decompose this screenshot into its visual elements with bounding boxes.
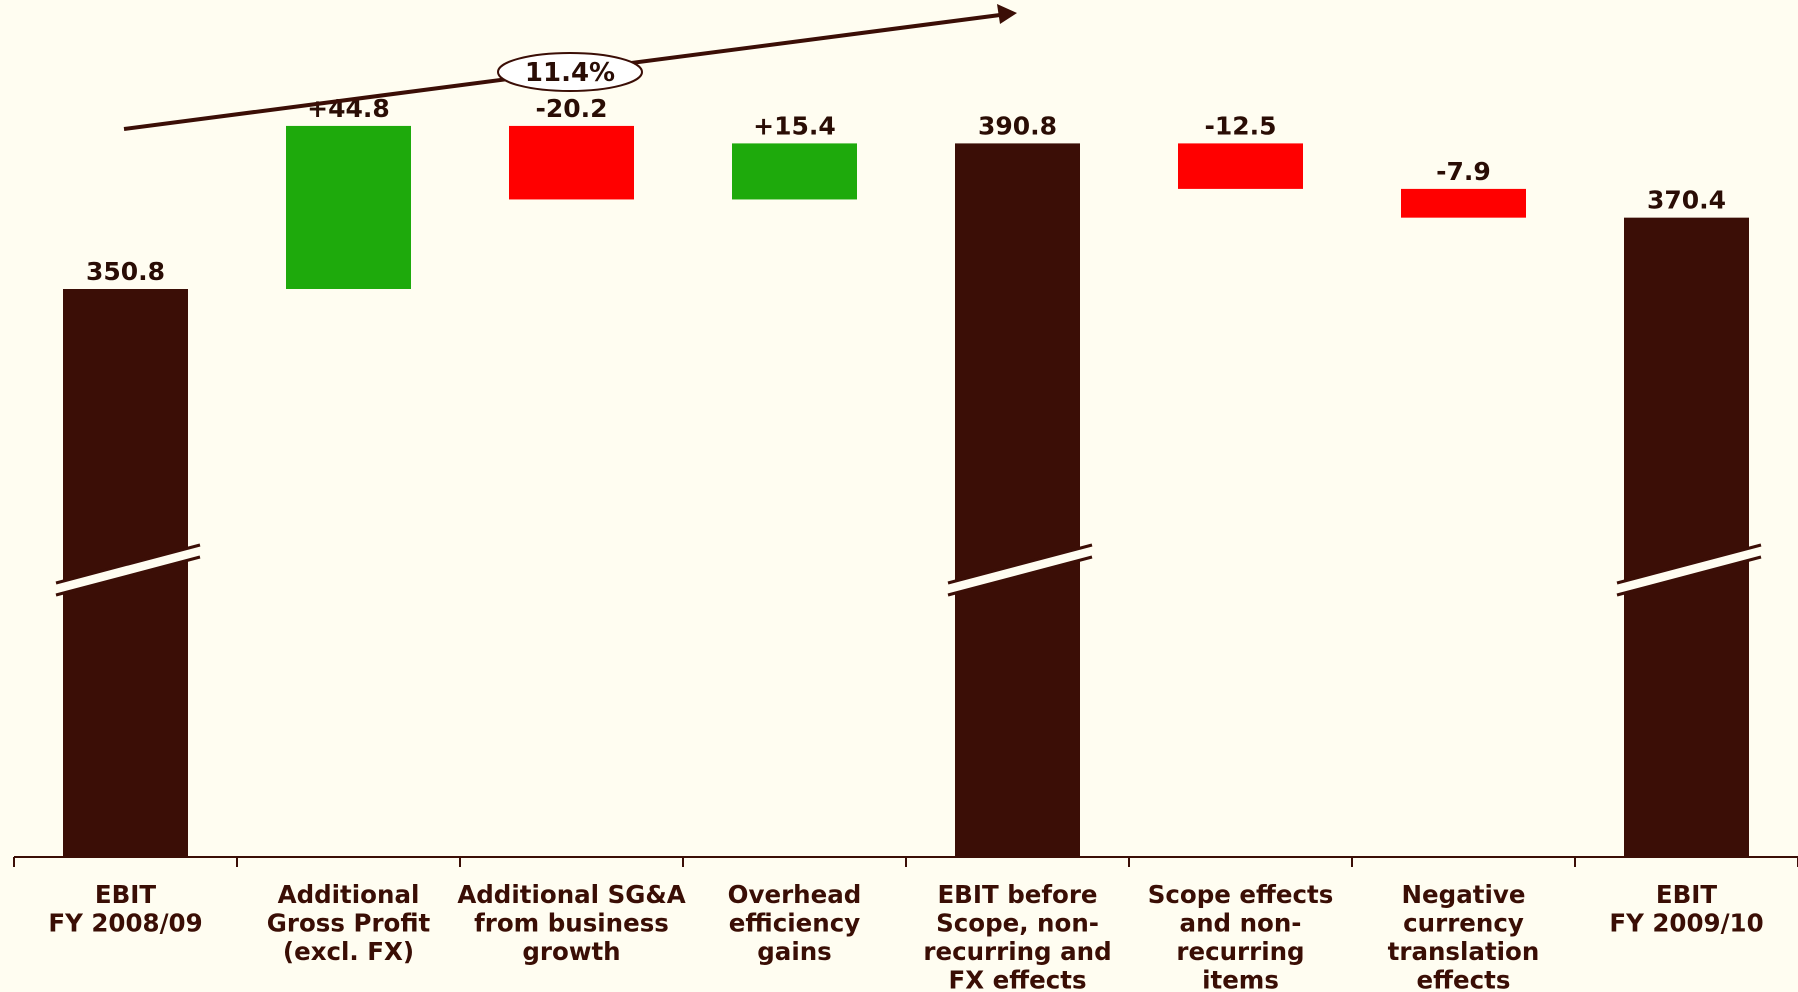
total-bar [955, 143, 1080, 856]
value-label: -7.9 [1436, 157, 1491, 186]
growth-arrow-head [997, 4, 1017, 24]
decrease-bar [1178, 143, 1303, 189]
total-bar [1624, 217, 1749, 856]
decrease-bar [509, 125, 634, 200]
value-label: 390.8 [978, 111, 1057, 140]
value-label: -12.5 [1204, 111, 1276, 140]
axis-break-mark [1616, 543, 1762, 597]
category-label: Scope effects and non-recurring items [1148, 880, 1334, 992]
value-label: 350.8 [86, 257, 165, 286]
increase-bar [732, 143, 857, 200]
axis-break-mark [947, 543, 1093, 597]
decrease-bar [1401, 188, 1526, 218]
value-label: -20.2 [535, 94, 607, 123]
category-label: Additional SG&A from business growth [457, 880, 685, 966]
value-label: 370.4 [1647, 186, 1726, 215]
increase-bar [286, 125, 411, 289]
growth-annotation: 11.4% [123, 4, 1017, 131]
category-label: Overhead efficiency gains [728, 880, 862, 966]
category-label: Additional Gross Profit (excl. FX) [267, 880, 431, 966]
growth-rate-label: 11.4% [525, 58, 615, 88]
growth-ellipse [497, 52, 643, 92]
category-label: EBIT before Scope, non-recurring and FX ef… [923, 880, 1111, 992]
bars [63, 125, 1749, 856]
category-label: Negative currency translation effects [1388, 880, 1540, 992]
axis-break-mark [55, 543, 201, 597]
category-label: EBIT FY 2008/09 [48, 880, 202, 938]
x-axis [13, 856, 1798, 867]
value-label: +15.4 [753, 111, 836, 140]
category-label: EBIT FY 2009/10 [1609, 880, 1763, 938]
category-labels: EBIT FY 2008/09 Additional Gross Profit (exc… [48, 880, 1763, 992]
axis-breaks [55, 543, 1762, 597]
